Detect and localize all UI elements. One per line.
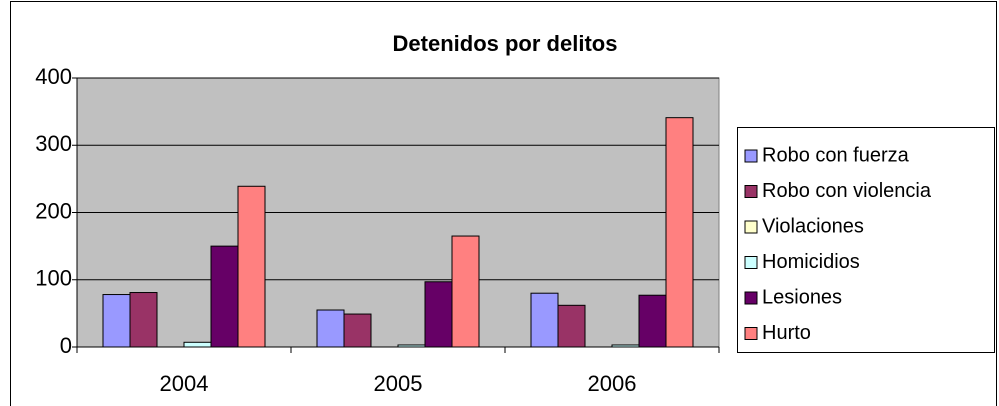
legend-swatch xyxy=(744,149,758,163)
legend-label: Violaciones xyxy=(762,215,864,237)
legend-label: Lesiones xyxy=(762,286,842,308)
bar xyxy=(183,341,212,348)
x-tick-label: 2005 xyxy=(374,371,423,396)
chart-title: Detenidos por delitos xyxy=(393,31,618,56)
legend-label: Hurto xyxy=(762,322,811,344)
legend-swatch xyxy=(744,327,758,340)
y-tick-label: 0 xyxy=(60,333,72,358)
bar xyxy=(557,304,586,348)
y-tick-label: 300 xyxy=(35,131,72,156)
y-tick-label: 200 xyxy=(35,198,72,223)
legend-label: Robo con violencia xyxy=(762,180,932,202)
x-tick-label: 2006 xyxy=(588,371,637,396)
legend-swatch xyxy=(744,220,758,234)
legend-swatch xyxy=(744,291,758,305)
bar xyxy=(665,117,694,348)
bar xyxy=(343,313,372,348)
bar xyxy=(102,294,131,348)
y-tick-label: 400 xyxy=(35,64,72,89)
bar xyxy=(210,245,239,348)
bar xyxy=(424,281,453,348)
legend-box xyxy=(737,127,995,353)
bar xyxy=(451,235,480,348)
legend-label: Homicidios xyxy=(762,251,860,273)
bar xyxy=(638,294,667,348)
legend-swatch xyxy=(744,185,758,198)
bar xyxy=(237,185,266,348)
bar xyxy=(530,292,559,348)
legend-label: Robo con fuerza xyxy=(762,144,910,166)
x-tick-label: 2004 xyxy=(160,371,209,396)
y-tick-label: 100 xyxy=(35,266,72,291)
bar xyxy=(129,292,158,348)
legend-swatch xyxy=(744,256,758,269)
bar xyxy=(316,309,345,348)
